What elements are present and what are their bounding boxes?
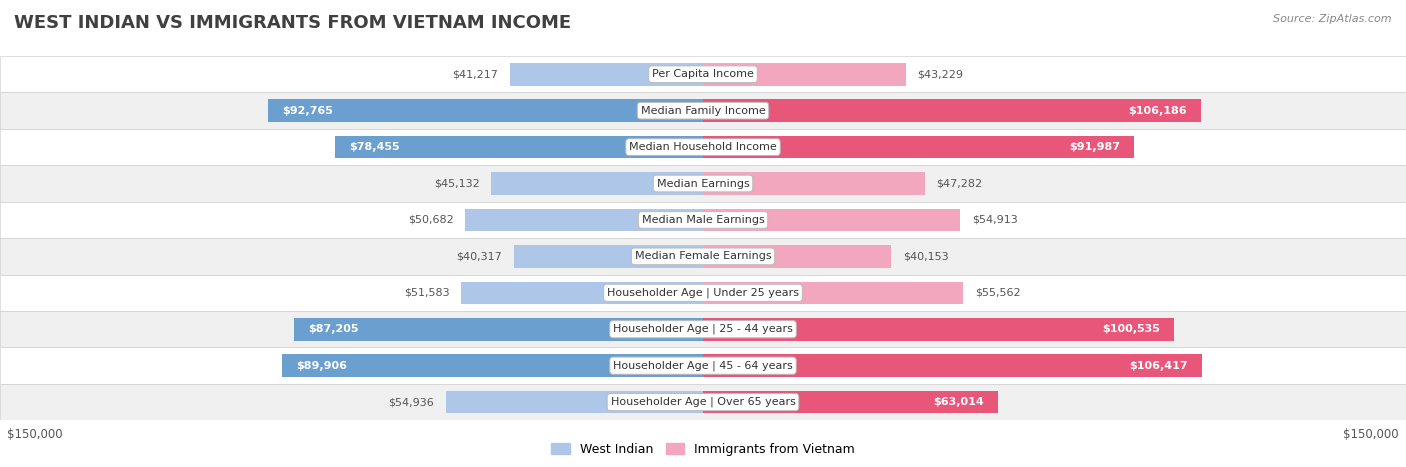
Text: WEST INDIAN VS IMMIGRANTS FROM VIETNAM INCOME: WEST INDIAN VS IMMIGRANTS FROM VIETNAM I… — [14, 14, 571, 32]
Legend: West Indian, Immigrants from Vietnam: West Indian, Immigrants from Vietnam — [546, 438, 860, 461]
Bar — [0, 311, 1406, 347]
Text: Median Male Earnings: Median Male Earnings — [641, 215, 765, 225]
Bar — [335, 136, 703, 158]
Text: $63,014: $63,014 — [934, 397, 984, 407]
Text: $45,132: $45,132 — [434, 178, 479, 189]
Text: $150,000: $150,000 — [1343, 428, 1399, 441]
Bar — [281, 354, 703, 377]
Text: $91,987: $91,987 — [1069, 142, 1121, 152]
Text: Per Capita Income: Per Capita Income — [652, 69, 754, 79]
Text: $47,282: $47,282 — [936, 178, 983, 189]
Bar — [294, 318, 703, 340]
Bar — [515, 245, 703, 268]
Text: $100,535: $100,535 — [1102, 324, 1160, 334]
Bar — [0, 129, 1406, 165]
Bar — [703, 99, 1201, 122]
Text: Householder Age | Under 25 years: Householder Age | Under 25 years — [607, 288, 799, 298]
Text: $150,000: $150,000 — [7, 428, 63, 441]
Text: $41,217: $41,217 — [453, 69, 498, 79]
Bar — [0, 384, 1406, 420]
Bar — [703, 245, 891, 268]
Bar — [703, 136, 1135, 158]
Bar — [0, 92, 1406, 129]
Bar — [0, 347, 1406, 384]
Text: $51,583: $51,583 — [404, 288, 450, 298]
Bar — [0, 275, 1406, 311]
Bar — [703, 172, 925, 195]
Text: $40,153: $40,153 — [903, 251, 949, 262]
Text: Householder Age | 25 - 44 years: Householder Age | 25 - 44 years — [613, 324, 793, 334]
Bar — [492, 172, 703, 195]
Bar — [703, 63, 905, 85]
Text: $87,205: $87,205 — [308, 324, 359, 334]
Bar — [446, 391, 703, 413]
Bar — [0, 56, 1406, 92]
Text: $106,417: $106,417 — [1129, 361, 1188, 371]
Text: $54,936: $54,936 — [388, 397, 434, 407]
Text: $50,682: $50,682 — [408, 215, 454, 225]
Bar — [461, 282, 703, 304]
Bar — [0, 202, 1406, 238]
Text: Median Family Income: Median Family Income — [641, 106, 765, 116]
Bar — [0, 238, 1406, 275]
Bar — [703, 354, 1202, 377]
Text: $40,317: $40,317 — [457, 251, 502, 262]
Text: Median Female Earnings: Median Female Earnings — [634, 251, 772, 262]
Bar — [0, 165, 1406, 202]
Bar — [703, 391, 998, 413]
Text: $54,913: $54,913 — [972, 215, 1018, 225]
Text: Source: ZipAtlas.com: Source: ZipAtlas.com — [1274, 14, 1392, 24]
Bar — [703, 282, 963, 304]
Text: Householder Age | 45 - 64 years: Householder Age | 45 - 64 years — [613, 361, 793, 371]
Bar — [465, 209, 703, 231]
Text: $78,455: $78,455 — [349, 142, 399, 152]
Bar — [703, 209, 960, 231]
Text: $92,765: $92,765 — [283, 106, 333, 116]
Text: Median Household Income: Median Household Income — [628, 142, 778, 152]
Bar — [510, 63, 703, 85]
Text: $89,906: $89,906 — [295, 361, 347, 371]
Text: $43,229: $43,229 — [917, 69, 963, 79]
Text: Householder Age | Over 65 years: Householder Age | Over 65 years — [610, 397, 796, 407]
Bar — [269, 99, 703, 122]
Text: $106,186: $106,186 — [1128, 106, 1187, 116]
Bar — [703, 318, 1174, 340]
Text: $55,562: $55,562 — [976, 288, 1021, 298]
Text: Median Earnings: Median Earnings — [657, 178, 749, 189]
